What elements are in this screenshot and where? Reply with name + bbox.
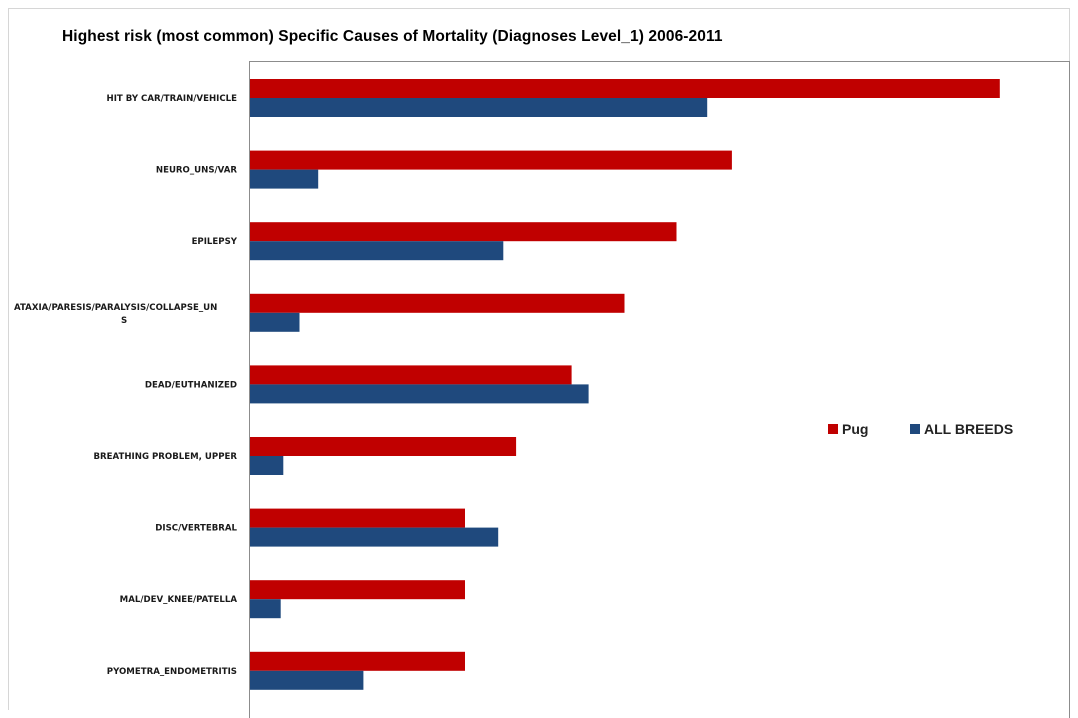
category-label: EPILEPSY — [192, 237, 238, 247]
bars-group — [250, 79, 1000, 690]
category-label: BREATHING PROBLEM, UPPER — [93, 452, 237, 462]
bar-all-breeds-ataxia-paresis-paralysis-collapse-uns — [250, 312, 300, 332]
bar-all-breeds-epilepsy — [250, 241, 504, 261]
bar-all-breeds-breathing-problem-upper — [250, 456, 284, 475]
category-label: DEAD/EUTHANIZED — [145, 380, 237, 390]
legend-label-pug: Pug — [842, 421, 868, 437]
bar-all-breeds-mal-dev-knee-patella — [250, 599, 281, 619]
category-label: DISC/VERTEBRAL — [155, 524, 237, 534]
chart-title: Highest risk (most common) Specific Caus… — [62, 28, 723, 45]
bar-pug-pyometra-endometritis — [250, 651, 465, 671]
category-label: MAL/DEV_KNEE/PATELLA — [120, 595, 238, 605]
category-labels: HIT BY CAR/TRAIN/VEHICLE NEURO_UNS/VAR EPI… — [14, 94, 238, 677]
bar-all-breeds-dead-euthanized — [250, 384, 589, 404]
category-label: ATAXIA/PARESIS/PARALYSIS/COLLAPSE_UN S — [14, 303, 217, 326]
legend-swatch-all-breeds — [910, 424, 920, 434]
bar-all-breeds-neuro-uns-var — [250, 169, 319, 189]
bar-pug-disc-vertebral — [250, 508, 465, 528]
bar-pug-hit-by-car-train-vehicle — [250, 79, 1000, 98]
bar-pug-dead-euthanized — [250, 365, 572, 385]
legend-label-all-breeds: ALL BREEDS — [924, 421, 1013, 437]
bar-pug-ataxia-paresis-paralysis-collapse-uns — [250, 293, 625, 313]
bar-pug-mal-dev-knee-patella — [250, 580, 465, 600]
legend-swatch-pug — [828, 424, 838, 434]
bar-pug-breathing-problem-upper — [250, 437, 517, 456]
category-label: NEURO_UNS/VAR — [156, 166, 237, 176]
category-label: PYOMETRA_ENDOMETRITIS — [107, 667, 237, 677]
bar-pug-epilepsy — [250, 222, 677, 242]
bar-pug-neuro-uns-var — [250, 150, 732, 170]
plot-area — [249, 61, 1070, 718]
bar-all-breeds-disc-vertebral — [250, 527, 499, 547]
legend: Pug ALL BREEDS — [828, 421, 1013, 437]
category-label: HIT BY CAR/TRAIN/VEHICLE — [107, 94, 238, 104]
bar-all-breeds-hit-by-car-train-vehicle — [250, 98, 708, 117]
bar-all-breeds-pyometra-endometritis — [250, 670, 364, 690]
